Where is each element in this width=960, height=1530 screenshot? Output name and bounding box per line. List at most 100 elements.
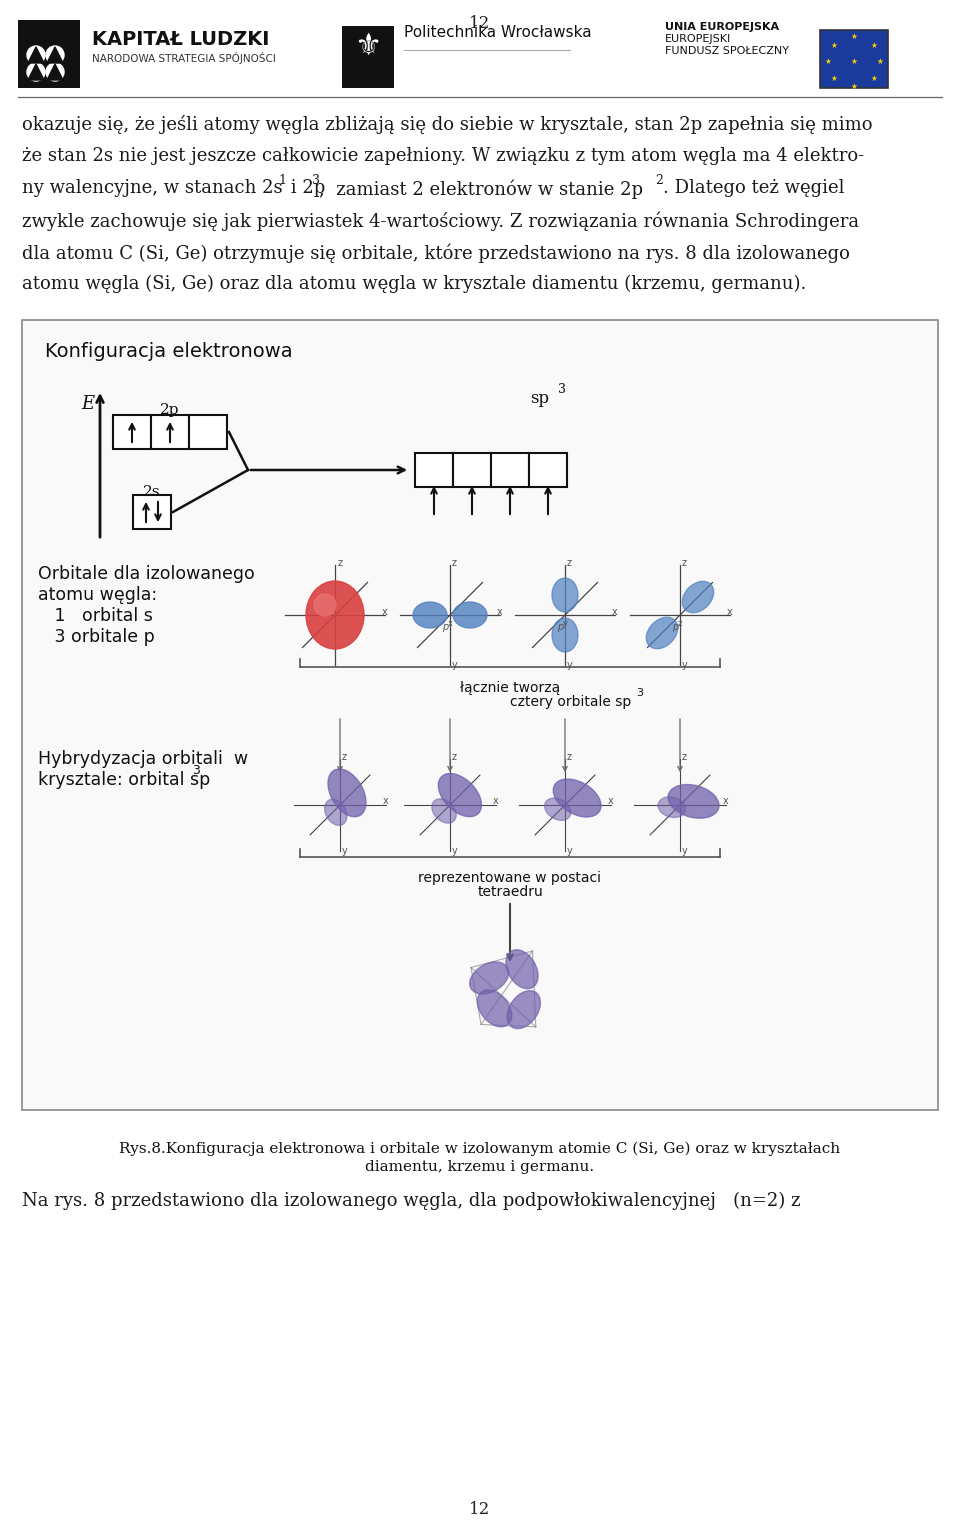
Text: 3 orbitale p: 3 orbitale p: [38, 627, 155, 646]
Bar: [820, 31, 888, 89]
Circle shape: [46, 46, 64, 64]
Text: reprezentowane w postaci: reprezentowane w postaci: [419, 871, 602, 884]
Ellipse shape: [552, 618, 578, 652]
Text: ⚜: ⚜: [354, 32, 382, 61]
Text: z: z: [682, 753, 687, 762]
Text: ,  zamiast 2 elektronów w stanie 2p: , zamiast 2 elektronów w stanie 2p: [319, 179, 643, 199]
Text: 3: 3: [558, 382, 566, 396]
Text: i 2p: i 2p: [285, 179, 325, 197]
Text: łącznie tworzą: łącznie tworzą: [460, 681, 560, 695]
Bar: [189, 415, 227, 448]
Ellipse shape: [506, 950, 538, 988]
Ellipse shape: [413, 601, 447, 627]
Text: Na rys. 8 przedstawiono dla izolowanego węgla, dla podpowłokiwalencyjnej   (n=2): Na rys. 8 przedstawiono dla izolowanego …: [22, 1192, 801, 1210]
Text: y: y: [567, 846, 573, 855]
Ellipse shape: [668, 785, 719, 819]
Text: z: z: [338, 558, 343, 568]
Text: zwykle zachowuje się jak pierwiastek 4-wartościowy. Z rozwiązania równania Schro: zwykle zachowuje się jak pierwiastek 4-w…: [22, 211, 859, 231]
Polygon shape: [47, 64, 63, 80]
Bar: [491, 453, 529, 487]
Text: y: y: [342, 846, 348, 855]
Ellipse shape: [324, 799, 347, 825]
Text: Orbitale dla izolowanego: Orbitale dla izolowanego: [38, 565, 254, 583]
Bar: [18, 20, 80, 89]
Text: x: x: [727, 607, 732, 617]
Text: . Dlatego też węgiel: . Dlatego też węgiel: [663, 179, 845, 197]
Text: x: x: [383, 796, 389, 806]
Text: ★: ★: [851, 32, 857, 41]
Text: z: z: [342, 753, 347, 762]
Text: Politechnika Wrocławska: Politechnika Wrocławska: [404, 24, 591, 40]
Text: Konfiguracja elektronowa: Konfiguracja elektronowa: [45, 343, 293, 361]
Text: y: y: [682, 659, 687, 670]
Text: ★: ★: [830, 75, 838, 83]
Text: Rys.8.Konfiguracja elektronowa i orbitale w izolowanym atomie C (Si, Ge) oraz w : Rys.8.Konfiguracja elektronowa i orbital…: [119, 1141, 841, 1157]
Text: x: x: [382, 607, 388, 617]
Text: 2s: 2s: [143, 485, 160, 499]
Text: x: x: [612, 607, 617, 617]
Text: ★: ★: [851, 83, 857, 92]
Text: z: z: [452, 753, 457, 762]
Text: ★: ★: [825, 58, 831, 66]
Ellipse shape: [659, 797, 685, 817]
Text: 12: 12: [469, 1501, 491, 1518]
Text: z: z: [678, 620, 683, 627]
Bar: [151, 415, 189, 448]
Text: ★: ★: [876, 58, 883, 66]
Text: dla atomu C (Si, Ge) otrzymuje się orbitale, które przedstawiono na rys. 8 dla i: dla atomu C (Si, Ge) otrzymuje się orbit…: [22, 243, 850, 263]
Polygon shape: [28, 64, 44, 80]
Text: 2: 2: [655, 174, 662, 187]
Text: ★: ★: [871, 41, 877, 49]
Text: 1   orbital s: 1 orbital s: [38, 607, 153, 624]
Ellipse shape: [507, 991, 540, 1028]
Ellipse shape: [453, 601, 487, 627]
Text: diamentu, krzemu i germanu.: diamentu, krzemu i germanu.: [366, 1160, 594, 1174]
Text: x: x: [448, 620, 453, 627]
Text: ★: ★: [851, 58, 857, 66]
Text: p: p: [672, 623, 679, 632]
Circle shape: [27, 63, 45, 81]
Text: z: z: [567, 753, 572, 762]
Text: x: x: [493, 796, 499, 806]
Bar: [22, 320, 938, 1109]
Bar: [113, 415, 151, 448]
Ellipse shape: [469, 962, 509, 994]
Text: y: y: [563, 620, 568, 627]
Text: że stan 2s nie jest jeszcze całkowicie zapełniony. W związku z tym atom węgla ma: że stan 2s nie jest jeszcze całkowicie z…: [22, 147, 864, 165]
Text: z: z: [567, 558, 572, 568]
Text: y: y: [452, 846, 458, 855]
Text: UNIA EUROPEJSKA: UNIA EUROPEJSKA: [665, 21, 780, 32]
Text: x: x: [723, 796, 729, 806]
Text: x: x: [497, 607, 503, 617]
Text: 1: 1: [278, 174, 286, 187]
Circle shape: [27, 46, 45, 64]
Ellipse shape: [477, 990, 512, 1027]
Text: atomu węgla:: atomu węgla:: [38, 586, 157, 604]
Text: atomu węgla (Si, Ge) oraz dla atomu węgla w krysztale diamentu (krzemu, germanu): atomu węgla (Si, Ge) oraz dla atomu węgl…: [22, 275, 806, 294]
Text: 3: 3: [312, 174, 320, 187]
Text: ★: ★: [830, 41, 838, 49]
Ellipse shape: [544, 799, 571, 820]
Bar: [133, 496, 171, 529]
Text: y: y: [452, 659, 458, 670]
Text: EUROPEJSKI: EUROPEJSKI: [665, 34, 732, 44]
Polygon shape: [47, 47, 63, 63]
Text: E: E: [82, 395, 95, 413]
Text: y: y: [682, 846, 687, 855]
Circle shape: [46, 63, 64, 81]
Text: sp: sp: [530, 390, 549, 407]
Polygon shape: [28, 47, 44, 63]
Text: 12: 12: [469, 15, 491, 32]
Ellipse shape: [553, 779, 601, 817]
Text: okazuje się, że jeśli atomy węgla zbliżają się do siebie w krysztale, stan 2p za: okazuje się, że jeśli atomy węgla zbliża…: [22, 115, 873, 135]
Text: ★: ★: [871, 75, 877, 83]
Text: z: z: [682, 558, 687, 568]
Ellipse shape: [306, 581, 364, 649]
Text: z: z: [452, 558, 457, 568]
Text: y: y: [567, 659, 573, 670]
Text: 3: 3: [192, 763, 200, 777]
Text: FUNDUSZ SPOŁECZNY: FUNDUSZ SPOŁECZNY: [665, 46, 789, 57]
Ellipse shape: [552, 578, 578, 612]
Ellipse shape: [314, 594, 336, 617]
Ellipse shape: [439, 774, 482, 817]
